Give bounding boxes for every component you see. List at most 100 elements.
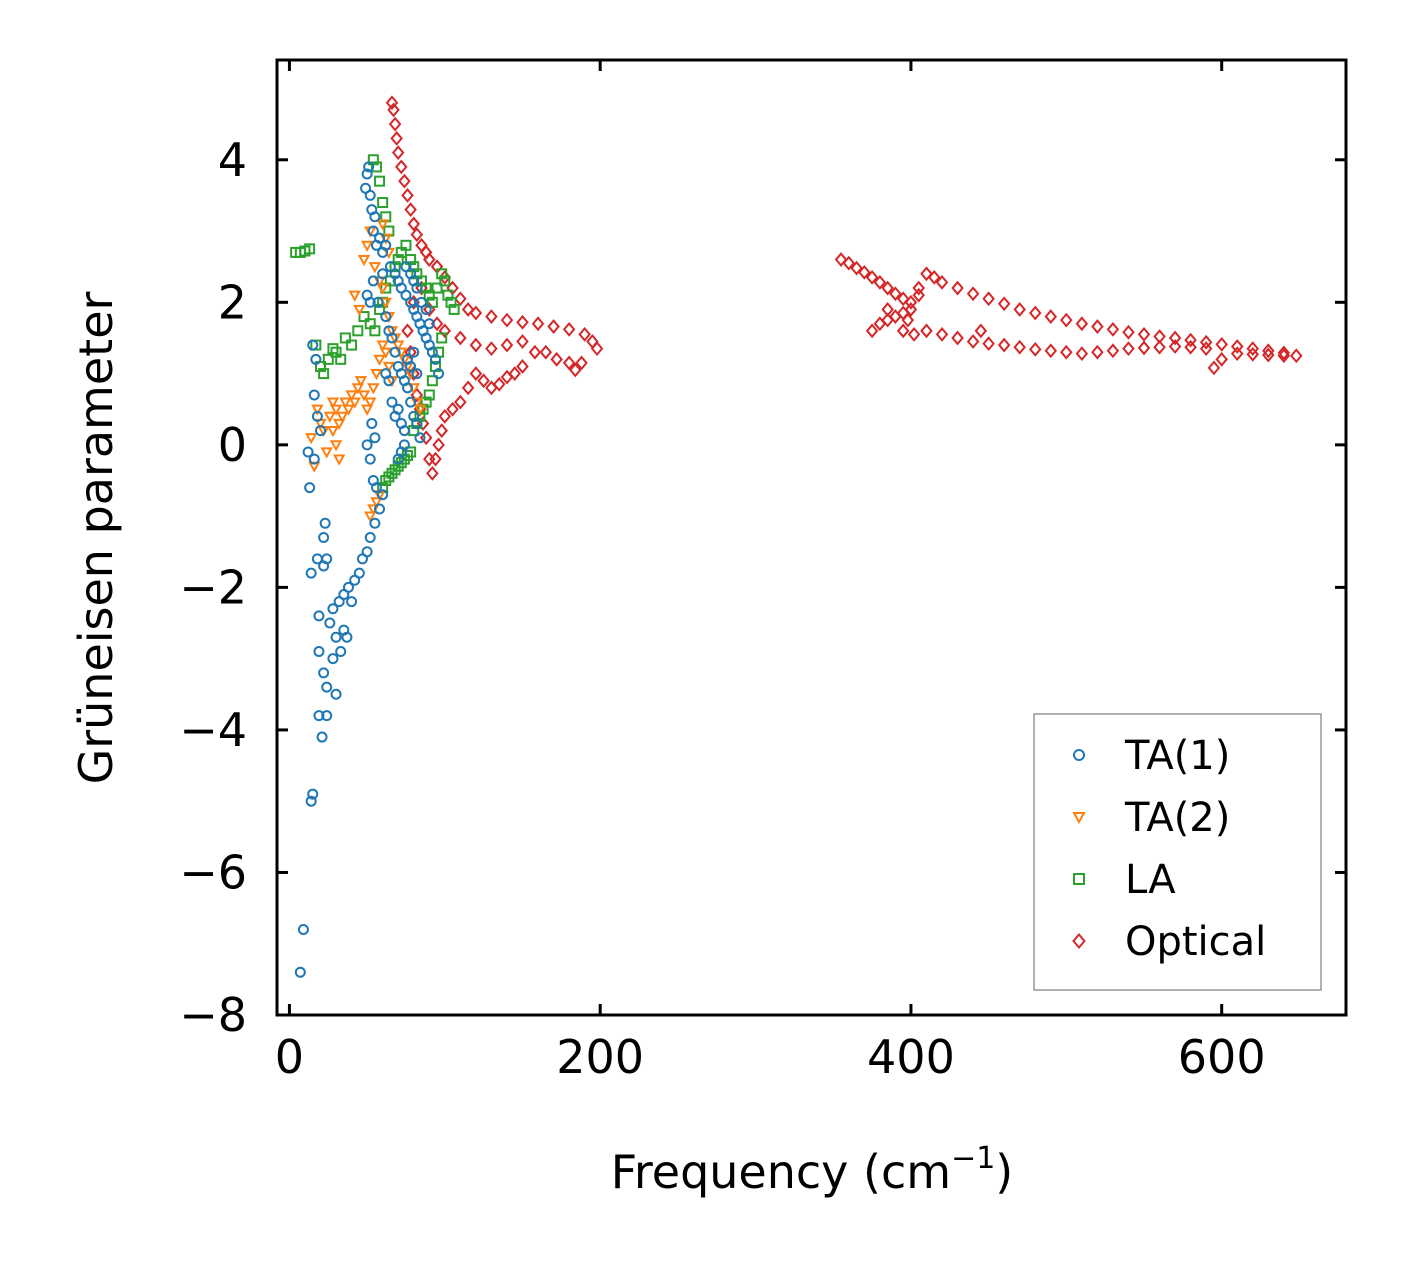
point-optical — [1091, 319, 1104, 334]
point-optical — [865, 269, 879, 285]
point-optical — [531, 316, 545, 332]
point-optical — [1044, 309, 1058, 324]
point-ta-1 — [429, 353, 441, 365]
point-optical — [951, 330, 964, 346]
point-optical — [834, 252, 848, 267]
x-tick-label: 0 — [275, 1030, 304, 1084]
point-ta-2 — [364, 397, 377, 409]
point-ta-1 — [321, 681, 333, 693]
point-la — [442, 289, 454, 301]
point-ta-1 — [370, 482, 382, 494]
point-optical — [404, 344, 417, 360]
point-ta-1 — [341, 631, 353, 643]
point-la — [346, 339, 358, 351]
y-tick-label: 0 — [218, 418, 247, 472]
point-ta-2 — [368, 262, 382, 274]
point-optical — [889, 286, 902, 302]
point-optical — [982, 336, 995, 352]
point-optical — [904, 294, 918, 310]
point-optical — [461, 380, 475, 396]
point-ta-1 — [297, 923, 309, 935]
point-optical — [398, 173, 411, 189]
point-ta-1 — [353, 567, 365, 579]
point-ta-2 — [367, 383, 380, 395]
point-ta-1 — [364, 296, 376, 308]
point-ta-1 — [392, 403, 404, 415]
point-ta-1 — [310, 353, 322, 365]
legend-items: TA(1) TA(2) LA Optical — [1072, 733, 1266, 965]
legend: TA(1) TA(2) LA Optical — [1033, 713, 1322, 991]
point-ta-1 — [321, 710, 333, 722]
point-optical — [1028, 305, 1042, 321]
point-optical — [850, 260, 863, 276]
point-la — [448, 303, 460, 315]
point-optical — [438, 323, 452, 339]
point-ta-2 — [323, 411, 337, 423]
point-la — [358, 311, 370, 323]
point-optical — [842, 255, 856, 271]
point-optical — [446, 401, 459, 417]
point-la — [420, 396, 432, 408]
point-ta-2 — [413, 404, 427, 416]
point-ta-1 — [361, 546, 373, 558]
point-optical — [432, 437, 445, 453]
point-ta-2 — [326, 397, 340, 409]
point-optical — [1262, 347, 1275, 363]
point-optical — [500, 312, 514, 328]
point-optical — [404, 202, 417, 218]
point-ta-1 — [398, 439, 410, 451]
x-tick-label: 200 — [556, 1030, 644, 1084]
point-optical — [562, 321, 576, 337]
point-ta-2 — [373, 354, 386, 366]
point-ta-1 — [311, 410, 323, 422]
point-optical — [881, 280, 894, 296]
point-optical — [1168, 339, 1182, 354]
legend-label-ta-1: TA(1) — [1124, 733, 1230, 779]
point-optical — [997, 337, 1011, 353]
point-ta-1 — [302, 446, 314, 458]
point-ta-2 — [336, 411, 349, 423]
point-optical — [920, 323, 933, 339]
point-ta-1 — [361, 439, 373, 451]
point-optical — [547, 319, 560, 334]
point-la — [304, 243, 316, 255]
point-ta-1 — [308, 389, 320, 401]
point-optical — [974, 323, 988, 339]
point-ta-1 — [330, 631, 342, 643]
point-ta-1 — [327, 653, 339, 665]
point-optical — [1277, 345, 1291, 361]
point-ta-2 — [311, 404, 324, 416]
point-ta-2 — [304, 433, 318, 445]
point-ta-1 — [374, 232, 386, 244]
point-optical — [865, 323, 879, 339]
point-ta-2 — [351, 383, 364, 395]
point-optical — [951, 280, 964, 296]
point-ta-1 — [324, 617, 336, 629]
point-ta-2 — [353, 304, 366, 316]
point-la — [400, 239, 412, 251]
point-ta-1 — [313, 610, 325, 622]
point-optical — [419, 430, 433, 446]
point-ta-2 — [379, 347, 392, 359]
point-ta-1 — [318, 667, 330, 679]
point-ta-1 — [389, 346, 401, 358]
point-optical — [1207, 360, 1221, 376]
point-optical — [1246, 341, 1260, 357]
point-optical — [1184, 339, 1197, 355]
point-ta-1 — [411, 368, 423, 380]
point-optical — [1215, 336, 1228, 352]
point-la — [374, 175, 386, 187]
point-ta-1 — [364, 532, 376, 543]
point-optical — [387, 102, 400, 118]
point-optical — [395, 159, 408, 175]
point-optical — [1106, 321, 1120, 337]
point-ta-1 — [369, 517, 381, 529]
point-ta-2 — [379, 297, 392, 309]
point-ta-2 — [357, 390, 371, 402]
point-ta-1 — [361, 168, 373, 180]
point-ta-2 — [326, 425, 340, 438]
point-ta-1 — [319, 517, 331, 529]
point-ta-2 — [360, 404, 374, 416]
point-ta-1 — [402, 382, 414, 394]
point-ta-1 — [321, 553, 333, 565]
